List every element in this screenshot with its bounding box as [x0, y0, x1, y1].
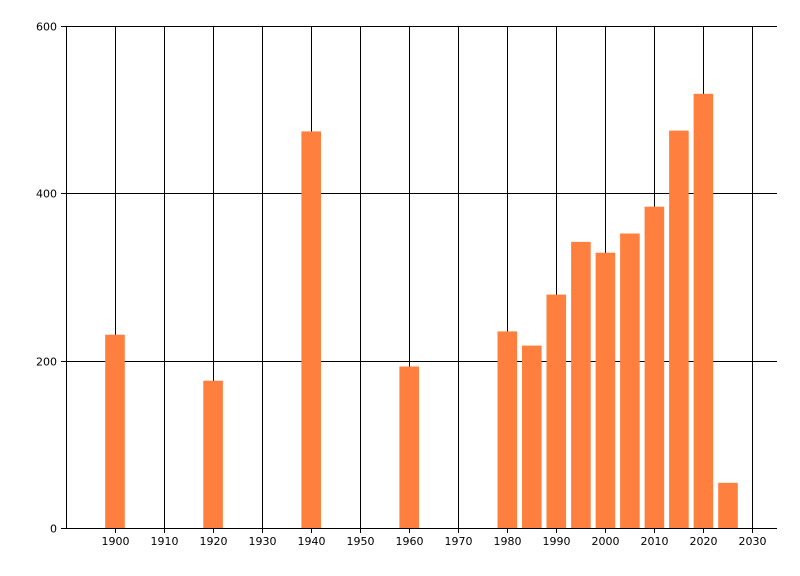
bar-1940	[301, 131, 321, 528]
bar-1995	[571, 241, 591, 528]
bar-2000	[595, 252, 616, 528]
x-tick-label: 2000	[592, 535, 620, 548]
x-tick-label: 1920	[200, 535, 228, 548]
y-tick-label: 0	[50, 523, 57, 536]
x-axis-ticks: 1900 1910 1920 1930 1940 1950 1960 1970 1980 1990…	[102, 528, 767, 548]
x-tick-label: 2020	[690, 535, 718, 548]
bar-2010	[644, 206, 665, 528]
x-tick-label: 1930	[249, 535, 277, 548]
x-tick-label: 1990	[543, 535, 571, 548]
x-tick-label: 1900	[102, 535, 130, 548]
bar-1985	[522, 345, 542, 528]
bar-2020	[693, 93, 714, 529]
axes	[66, 26, 777, 529]
bar-2015	[669, 130, 689, 528]
bar-2025	[718, 482, 738, 528]
x-tick-label: 1970	[445, 535, 473, 548]
x-tick-label: 1950	[347, 535, 375, 548]
x-tick-label: 2010	[641, 535, 669, 548]
y-tick-label: 200	[36, 356, 57, 369]
bar-1980	[497, 331, 518, 528]
bar-1990	[546, 294, 567, 528]
x-tick-label: 2030	[739, 535, 767, 548]
x-tick-label: 1910	[151, 535, 179, 548]
y-tick-label: 600	[36, 21, 57, 34]
bar-1900	[105, 334, 125, 528]
bar-1920	[203, 380, 223, 528]
x-tick-label: 1980	[494, 535, 522, 548]
bars	[105, 93, 738, 529]
y-axis-ticks: 0 200 400 600	[36, 21, 66, 536]
bar-2005	[620, 233, 640, 528]
bar-1960	[399, 366, 419, 528]
x-tick-label: 1960	[396, 535, 424, 548]
y-tick-label: 400	[36, 188, 57, 201]
x-tick-label: 1940	[298, 535, 326, 548]
